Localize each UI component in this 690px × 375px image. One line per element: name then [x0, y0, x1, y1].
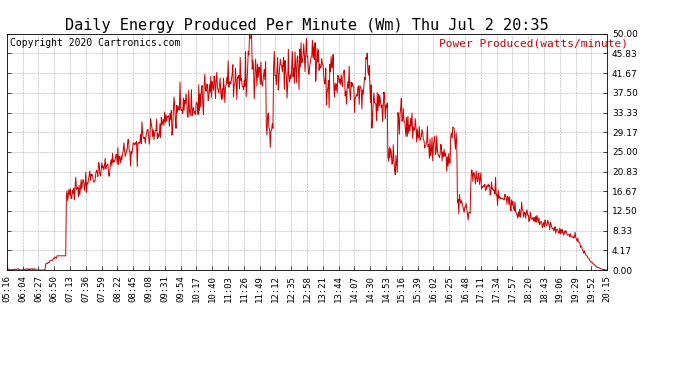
Text: Copyright 2020 Cartronics.com: Copyright 2020 Cartronics.com — [10, 39, 180, 48]
Text: Power Produced(watts/minute): Power Produced(watts/minute) — [439, 39, 628, 48]
Title: Daily Energy Produced Per Minute (Wm) Thu Jul 2 20:35: Daily Energy Produced Per Minute (Wm) Th… — [66, 18, 549, 33]
